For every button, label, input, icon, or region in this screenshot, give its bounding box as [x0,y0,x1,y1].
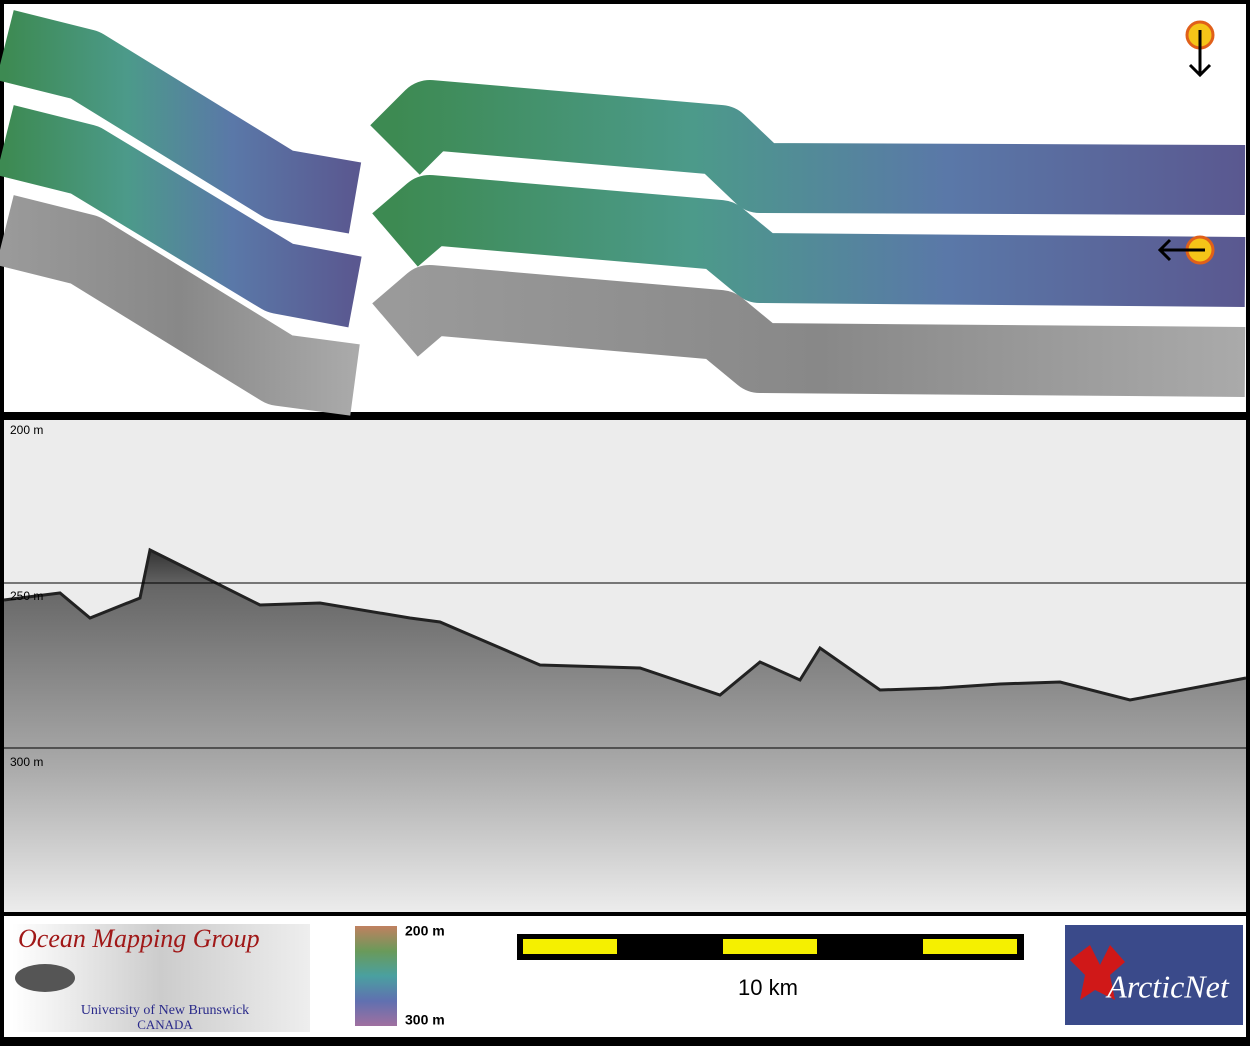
colorbar-label: 300 m [405,1012,445,1028]
omg-country: CANADA [137,1017,193,1032]
seabed-line [3,547,1247,702]
swath-backscatter [372,265,1246,397]
swath-shaded [372,175,1246,307]
swath-shaded [0,105,362,328]
scale-label: 10 km [738,975,798,1000]
depth-label: 300 m [10,755,43,769]
depth-label: 200 m [10,423,43,437]
swath-backscatter [0,195,360,416]
colorbar [355,926,397,1026]
scale-bar [517,934,1024,960]
omg-title: Ocean Mapping Group [18,924,260,953]
sun-icons [1157,20,1215,265]
swath-depth [370,80,1246,215]
arcticnet-title: ArcticNet [1105,968,1230,1004]
omg-subtitle: University of New Brunswick [81,1003,249,1018]
omg-graphic [15,964,75,992]
maple-leaf [1070,945,1125,1000]
swath-depth [0,10,362,234]
depth-label: 250 m [10,589,43,603]
swaths [0,10,1246,416]
colorbar-label: 200 m [405,923,445,939]
seabed [4,550,1246,912]
